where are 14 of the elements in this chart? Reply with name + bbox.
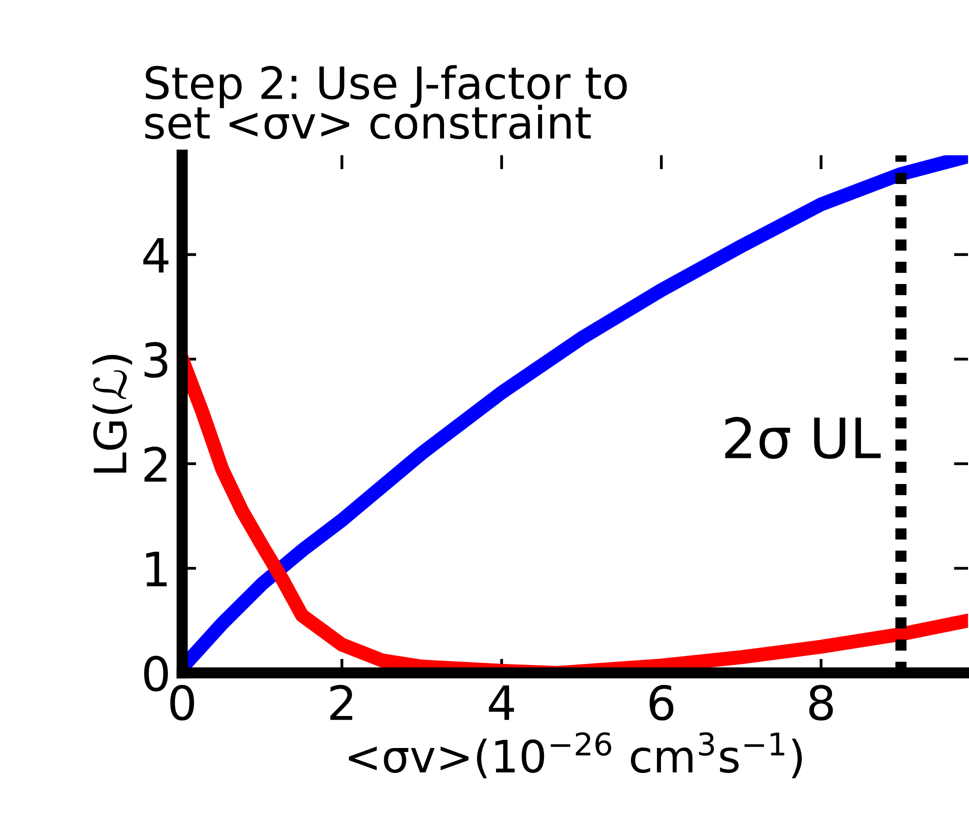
x-tick-label: 4 <box>488 685 514 720</box>
x-tick-label: 6 <box>650 684 674 721</box>
y-tick-label: 3 <box>144 342 168 378</box>
x-tick-label: 2 <box>330 684 352 720</box>
y-tick-label: 1 <box>146 552 167 586</box>
x-tick-label: 8 <box>809 684 833 721</box>
chart-title: Step 2: Use J-factor to set <σv> constraint <box>145 65 627 140</box>
y-tick-label: 4 <box>143 238 168 273</box>
ref-line-label: 2σ UL <box>725 416 881 459</box>
x-axis-title: <σv>(10$^{−26}$ cm$^{3}$s$^{−1}$) <box>348 732 802 778</box>
y-axis-title: LG(ℒ) <box>92 354 132 473</box>
x-tick-label: 0 <box>170 684 194 721</box>
y-tick-label: 0 <box>144 656 168 692</box>
y-tick-label: 2 <box>144 446 166 482</box>
